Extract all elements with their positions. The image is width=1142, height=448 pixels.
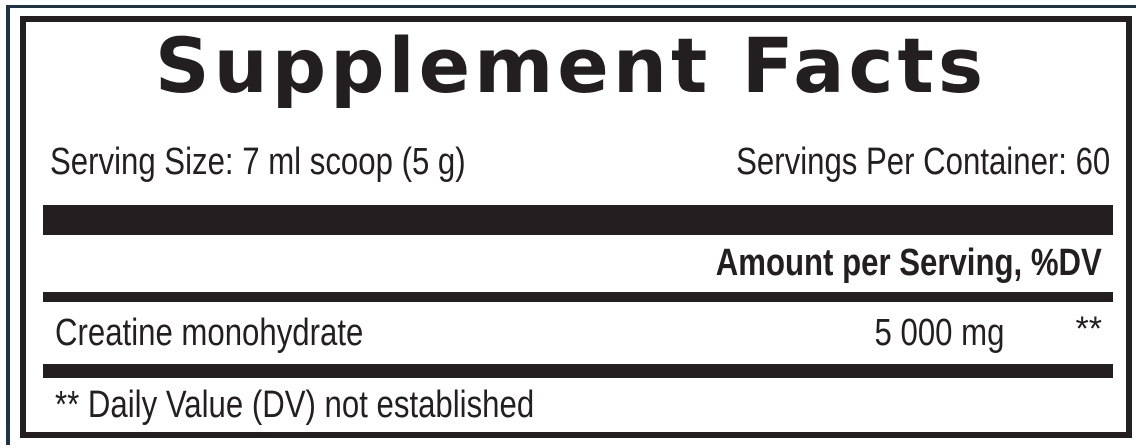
serving-size: Serving Size: 7 ml scoop (5 g) xyxy=(50,141,466,183)
label-title: Supplement Facts xyxy=(154,21,988,110)
divider xyxy=(43,364,1113,378)
thick-divider xyxy=(43,205,1113,235)
ingredient-amount: 5 000 mg xyxy=(874,312,1004,354)
servings-per-container: Servings Per Container: 60 xyxy=(735,141,1110,183)
footnote: ** Daily Value (DV) not established xyxy=(55,384,535,426)
ingredient-dv: ** xyxy=(1075,310,1102,348)
ingredient-name: Creatine monohydrate xyxy=(55,312,364,354)
label-border xyxy=(20,16,1132,438)
divider xyxy=(43,292,1113,302)
amount-per-serving-header: Amount per Serving, %DV xyxy=(715,242,1102,284)
outer-border xyxy=(6,5,1136,445)
